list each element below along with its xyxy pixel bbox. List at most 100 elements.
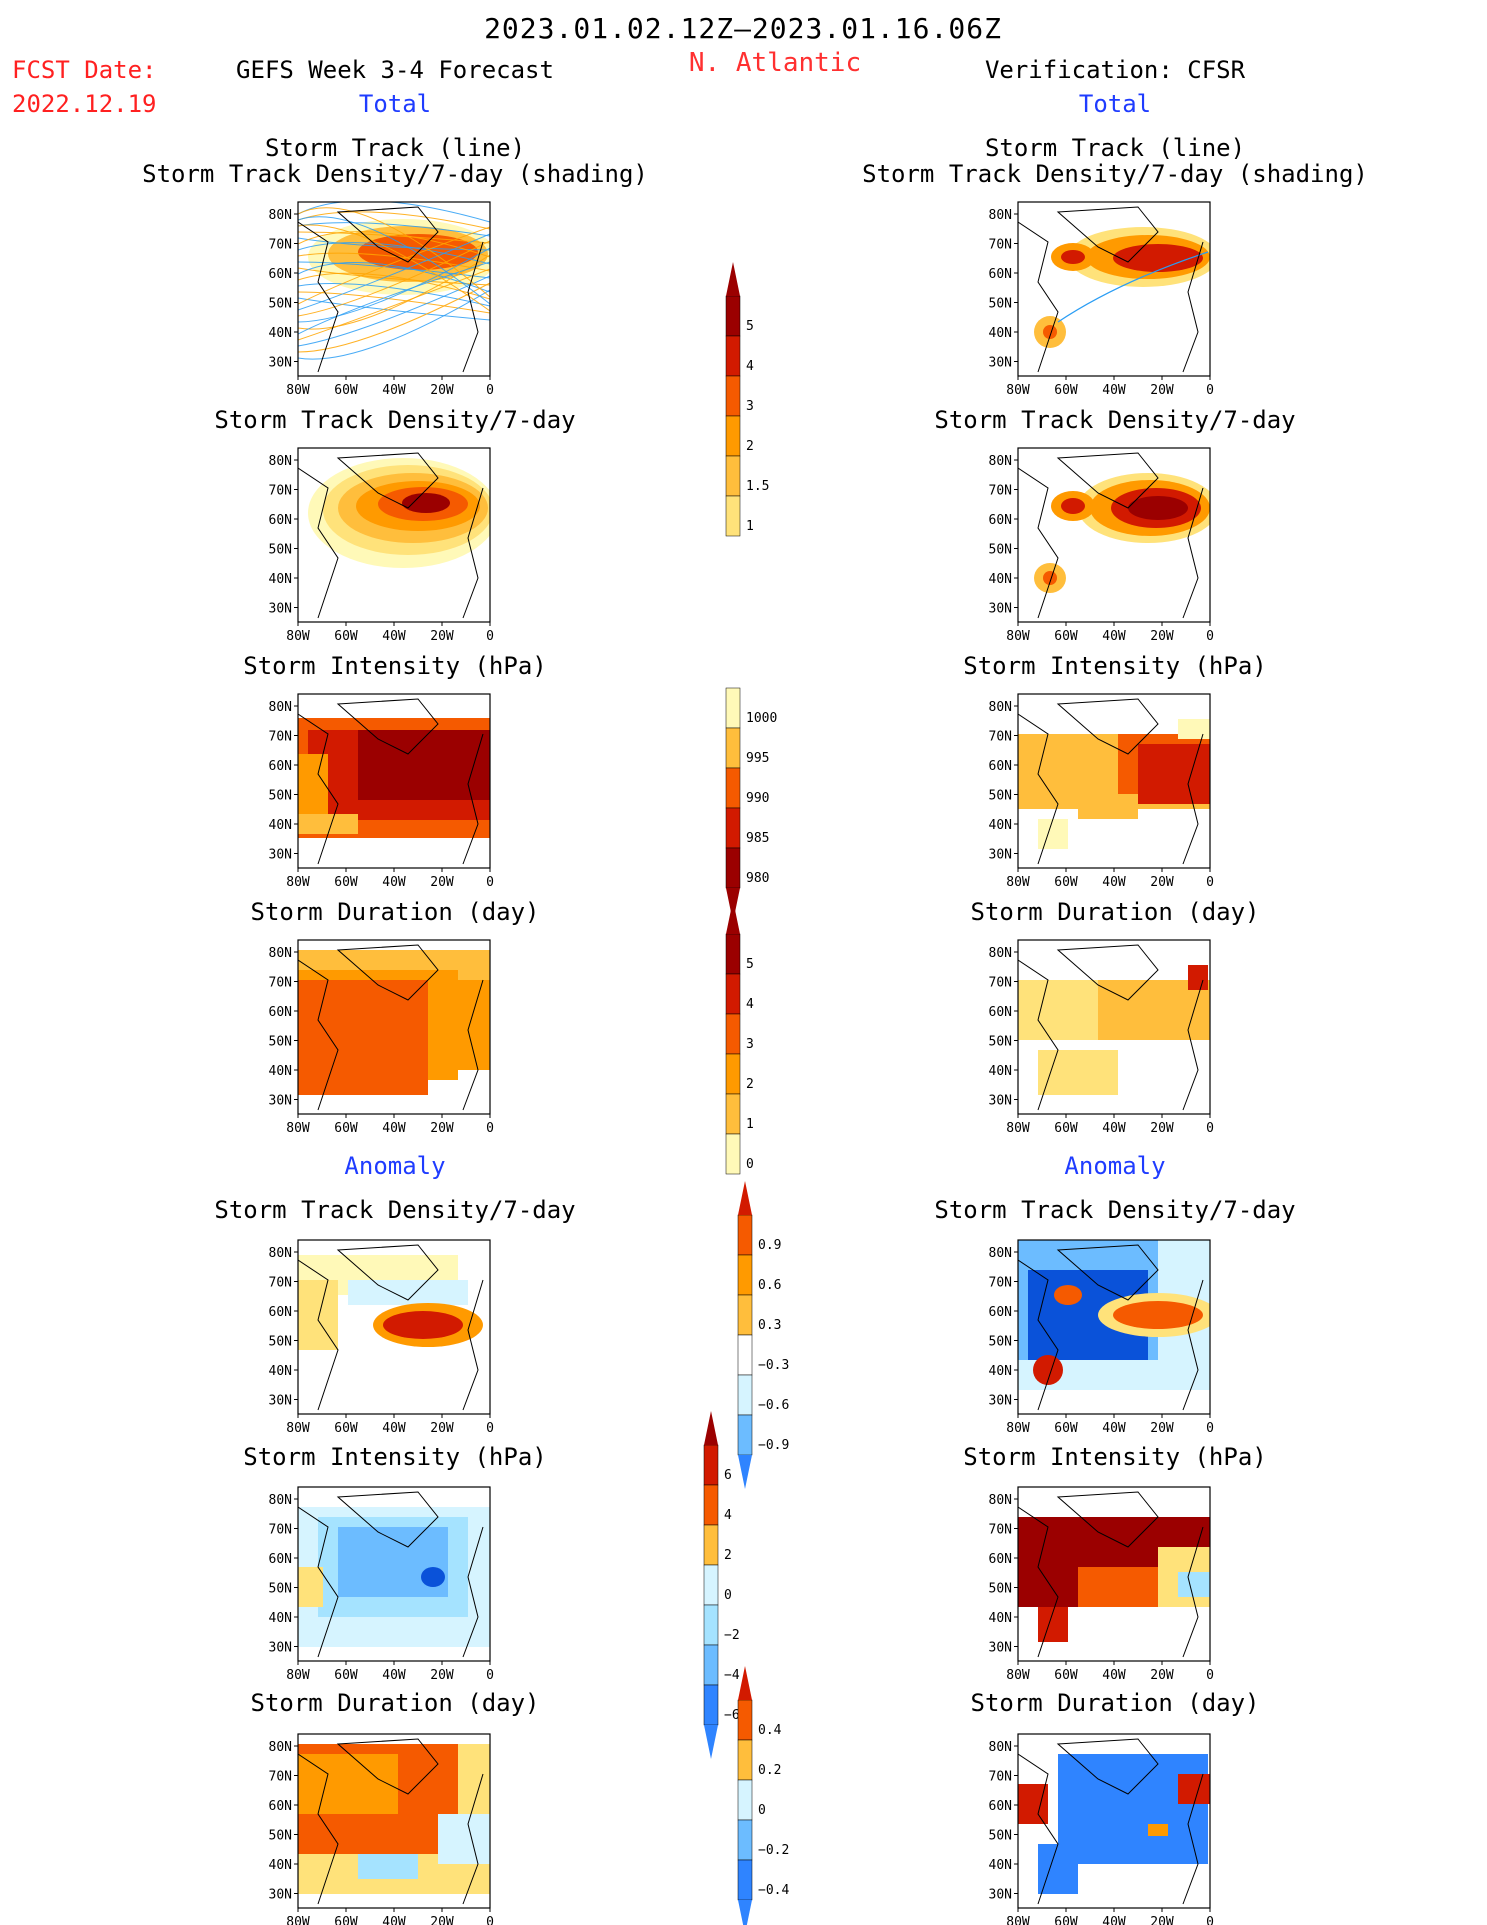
greenland-outline	[1056, 1491, 1159, 1548]
lon-label: 0	[1206, 383, 1214, 398]
lat-label: 40N	[269, 818, 292, 833]
europe-africa-coast	[462, 241, 484, 373]
lat-label: 60N	[269, 1005, 292, 1020]
lon-label: 60W	[334, 1121, 358, 1136]
lon-label: 20W	[1150, 1915, 1174, 1925]
lon-label: 0	[486, 1121, 494, 1136]
lon-label: 20W	[1150, 875, 1174, 890]
north-america-coast	[298, 959, 339, 1111]
fcst-date-value: 2022.12.19	[12, 90, 157, 118]
greenland-outline	[1056, 1244, 1159, 1301]
north-america-coast	[1018, 713, 1059, 865]
colorbar-label: 985	[746, 831, 769, 846]
lat-label: 60N	[269, 1305, 292, 1320]
colorbar-duration-anom-top-arrow	[738, 1666, 752, 1700]
colorbar-label: 980	[746, 871, 769, 886]
lon-label: 0	[486, 1915, 494, 1925]
map-panel-right-2-shading	[1018, 452, 1210, 619]
lon-label: 60W	[1054, 629, 1078, 644]
map-panel-right-7-shading	[1018, 1738, 1210, 1905]
lon-label: 80W	[286, 1668, 310, 1683]
north-america-coast	[1018, 467, 1059, 619]
colorbar-intensity-anom: 6 4 2 0 −2 −4 −6	[703, 1411, 740, 1759]
anomaly-label-right: Anomaly	[1064, 1152, 1166, 1180]
lat-label: 70N	[269, 976, 292, 991]
lat-label: 50N	[989, 1829, 1012, 1844]
colorbar-intensity-anom-bottom-arrow	[704, 1725, 718, 1759]
colorbar-label: 0	[724, 1588, 732, 1603]
lat-label: 80N	[989, 1740, 1012, 1755]
lon-label: 20W	[1150, 629, 1174, 644]
lat-label: 60N	[989, 267, 1012, 282]
lon-label: 40W	[1102, 1421, 1126, 1436]
colorbar-density-anom-top-arrow	[738, 1181, 752, 1215]
europe-africa-coast	[462, 487, 484, 619]
lat-label: 70N	[989, 1276, 1012, 1291]
europe-africa-coast	[1182, 487, 1204, 619]
lon-label: 40W	[382, 629, 406, 644]
lon-label: 0	[486, 383, 494, 398]
map-panel-left-3: 80N 70N 60N 50N 40N 30N 80W 60W 40W 20W 0	[269, 693, 494, 890]
map-panel-left-1-shading	[298, 202, 490, 373]
colorbar-label: 3	[746, 399, 754, 414]
lat-label: 70N	[989, 1770, 1012, 1785]
lon-label: 80W	[286, 1915, 310, 1925]
lon-label: 80W	[1006, 1421, 1030, 1436]
lat-label: 70N	[989, 976, 1012, 991]
north-america-coast	[1018, 959, 1059, 1111]
lat-label: 30N	[269, 1641, 292, 1656]
greenland-outline	[1056, 944, 1159, 1001]
lat-label: 30N	[989, 602, 1012, 617]
lon-label: 20W	[1150, 1668, 1174, 1683]
model-title: GEFS Week 3-4 Forecast	[236, 56, 554, 84]
lon-label: 80W	[1006, 383, 1030, 398]
colorbar-density: 5 4 3 2 1.5 1	[725, 262, 769, 537]
map-panel-left-4: 80N 70N 60N 50N 40N 30N 80W 60W 40W 20W 0	[269, 939, 494, 1136]
lon-label: 60W	[1054, 383, 1078, 398]
lat-label: 30N	[269, 1094, 292, 1109]
lon-label: 40W	[1102, 1121, 1126, 1136]
north-america-coast	[1018, 1259, 1059, 1411]
lon-label: 40W	[1102, 383, 1126, 398]
colorbar-label: 6	[724, 1468, 732, 1483]
lat-label: 40N	[269, 1611, 292, 1626]
lat-label: 80N	[989, 700, 1012, 715]
lon-label: 80W	[1006, 629, 1030, 644]
map-panel-left-2-shading	[298, 452, 490, 619]
lon-label: 80W	[1006, 1121, 1030, 1136]
lon-label: 40W	[382, 875, 406, 890]
lon-label: 20W	[430, 1121, 454, 1136]
lat-label: 60N	[269, 1799, 292, 1814]
region-title: N. Atlantic	[688, 48, 862, 78]
colorbar-label: −0.4	[758, 1883, 789, 1898]
lon-label: 40W	[382, 383, 406, 398]
colorbar-label: 0.2	[758, 1763, 781, 1778]
lat-label: 80N	[269, 946, 292, 961]
greenland-outline	[336, 1244, 439, 1301]
lon-label: 0	[486, 1668, 494, 1683]
colorbar-label: 1	[746, 519, 754, 534]
lon-label: 40W	[382, 1915, 406, 1925]
lat-label: 40N	[269, 1858, 292, 1873]
lon-label: 60W	[334, 875, 358, 890]
lat-label: 30N	[269, 1394, 292, 1409]
lon-label: 0	[486, 875, 494, 890]
map-panel-left-4-shading	[298, 944, 490, 1111]
colorbar-label: 5	[746, 319, 754, 334]
lat-label: 30N	[989, 848, 1012, 863]
map-panel-left-7-shading	[298, 1738, 490, 1905]
lat-label: 80N	[989, 208, 1012, 223]
north-america-coast	[298, 713, 339, 865]
lon-label: 20W	[430, 1421, 454, 1436]
colorbar-label: 0.6	[758, 1278, 781, 1293]
lat-label: 60N	[269, 759, 292, 774]
lon-label: 20W	[430, 383, 454, 398]
map-panel-right-1-frame	[1017, 201, 1211, 377]
colorbar-density-anom-bottom-arrow	[738, 1455, 752, 1489]
lat-label: 30N	[989, 1641, 1012, 1656]
europe-africa-coast	[1182, 1526, 1204, 1658]
lat-label: 60N	[989, 1552, 1012, 1567]
map-panel-left-3-shading	[298, 698, 490, 865]
title-density-anom-left: Storm Track Density/7-day	[214, 1196, 576, 1224]
